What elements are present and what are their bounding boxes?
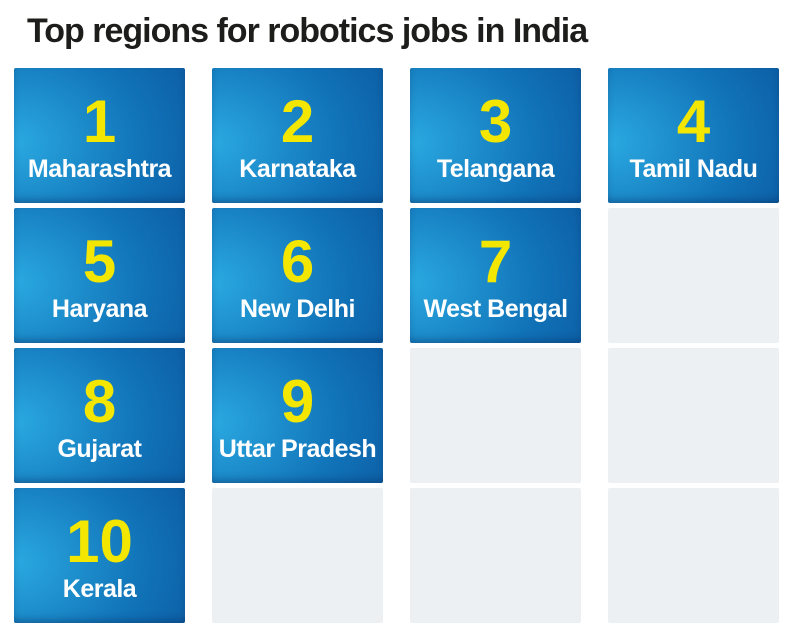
rank-number: 10 (66, 507, 133, 575)
region-name: New Delhi (240, 294, 355, 323)
region-name: Haryana (51, 294, 148, 323)
region-name: Telangana (436, 154, 555, 183)
rank-number: 2 (280, 87, 315, 155)
region-tile-uttar-pradesh: 9 Uttar Pradesh (212, 348, 383, 483)
empty-tile (212, 488, 383, 623)
region-name: Maharashtra (27, 154, 172, 183)
region-tile-gujarat: 8 Gujarat (14, 348, 185, 483)
region-name: Uttar Pradesh (218, 434, 377, 463)
region-name: Tamil Nadu (629, 154, 758, 183)
region-tile-kerala: 10 Kerala (14, 488, 185, 623)
empty-tile (608, 348, 779, 483)
rank-number: 9 (280, 367, 315, 435)
rank-number: 5 (82, 227, 117, 295)
region-tile-haryana: 5 Haryana (14, 208, 185, 343)
rank-number: 7 (478, 227, 513, 295)
empty-tile (410, 348, 581, 483)
region-name: West Bengal (423, 294, 568, 323)
region-tile-maharashtra: 1 Maharashtra (14, 68, 185, 203)
region-tile-new-delhi: 6 New Delhi (212, 208, 383, 343)
rank-number: 8 (82, 367, 117, 435)
region-tile-telangana: 3 Telangana (410, 68, 581, 203)
region-tile-tamil-nadu: 4 Tamil Nadu (608, 68, 779, 203)
empty-tile (608, 208, 779, 343)
rank-number: 1 (82, 87, 117, 155)
empty-tile (608, 488, 779, 623)
rank-number: 6 (280, 227, 315, 295)
page-title: Top regions for robotics jobs in India (27, 12, 588, 50)
region-name: Gujarat (57, 434, 142, 463)
empty-tile (410, 488, 581, 623)
rank-number: 3 (478, 87, 513, 155)
ranking-grid: 1 Maharashtra 2 Karnataka 3 Telangana 4 Tamil N… (14, 68, 779, 623)
region-tile-karnataka: 2 Karnataka (212, 68, 383, 203)
region-tile-west-bengal: 7 West Bengal (410, 208, 581, 343)
region-name: Karnataka (239, 154, 356, 183)
rank-number: 4 (676, 87, 711, 155)
region-name: Kerala (62, 574, 137, 603)
